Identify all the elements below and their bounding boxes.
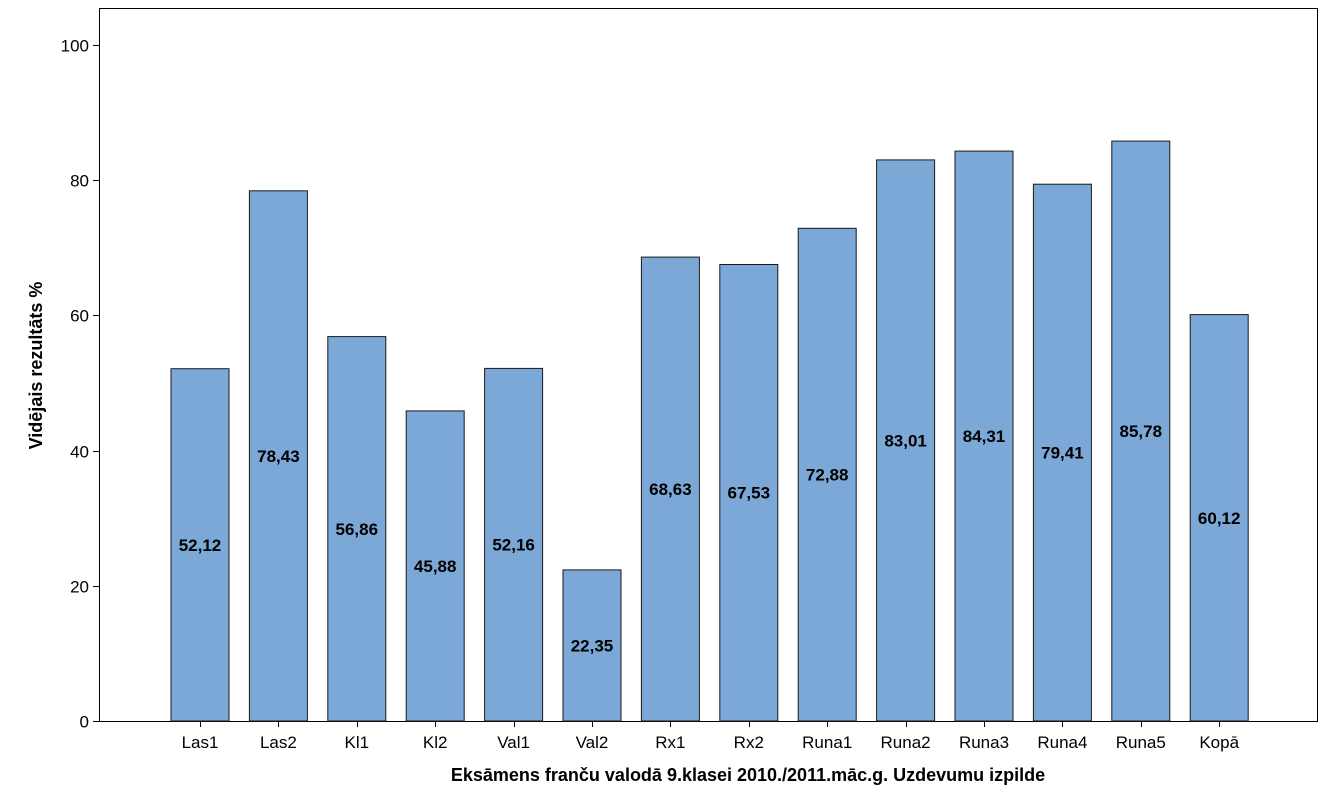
bar-value-label: 52,16 bbox=[492, 536, 535, 555]
y-axis: 0 20 40 60 80 100 bbox=[61, 37, 99, 732]
bar bbox=[797, 227, 857, 722]
bar bbox=[876, 159, 936, 722]
bar-value-label: 72,88 bbox=[806, 466, 849, 485]
x-tick-label: Rx1 bbox=[655, 733, 685, 752]
x-tick-label: Kl2 bbox=[423, 733, 448, 752]
x-tick-label: Runa3 bbox=[959, 733, 1009, 752]
x-tick-label: Runa2 bbox=[881, 733, 931, 752]
x-tick-label: Runa4 bbox=[1037, 733, 1087, 752]
bar bbox=[1111, 140, 1171, 722]
x-tick-label: Kopā bbox=[1199, 733, 1239, 752]
bar-value-label: 79,41 bbox=[1041, 444, 1084, 463]
x-axis-title: Eksāmens franču valodā 9.klasei 2010./20… bbox=[451, 765, 1045, 785]
x-tick-label: Val2 bbox=[576, 733, 609, 752]
y-tick-label: 80 bbox=[70, 172, 89, 191]
bar-value-label: 60,12 bbox=[1198, 509, 1241, 528]
bar-value-label: 78,43 bbox=[257, 447, 300, 466]
bars: 52,12 78,43 56,86 45,88 52,16 22,35 68,63 67,53… bbox=[170, 140, 1249, 722]
bar bbox=[327, 336, 387, 722]
x-tick-label: Runa5 bbox=[1116, 733, 1166, 752]
y-tick-label: 100 bbox=[61, 37, 89, 56]
x-tick-label: Kl1 bbox=[345, 733, 370, 752]
bar-value-label: 22,35 bbox=[571, 637, 614, 656]
bar bbox=[484, 367, 544, 722]
bar-value-label: 68,63 bbox=[649, 480, 692, 499]
x-tick-label: Las2 bbox=[260, 733, 297, 752]
bar bbox=[248, 190, 308, 722]
plot-frame bbox=[99, 8, 1318, 722]
x-axis: Las1 Las2 Kl1 Kl2 Val1 Val2 Rx1 Rx2 Runa1 Runa2 Ru… bbox=[182, 721, 1240, 752]
bar-value-label: 67,53 bbox=[728, 484, 771, 503]
bar bbox=[1032, 183, 1092, 722]
bar bbox=[1189, 314, 1249, 722]
x-tick-label: Runa1 bbox=[802, 733, 852, 752]
bar-value-label: 56,86 bbox=[336, 520, 379, 539]
bar bbox=[954, 150, 1014, 722]
x-tick-label: Las1 bbox=[182, 733, 219, 752]
bar bbox=[719, 264, 779, 722]
bar-value-label: 52,12 bbox=[179, 536, 222, 555]
y-tick-label: 0 bbox=[80, 713, 89, 732]
bar-value-label: 84,31 bbox=[963, 427, 1006, 446]
x-tick-label: Rx2 bbox=[734, 733, 764, 752]
x-tick-label: Val1 bbox=[497, 733, 530, 752]
bar bbox=[562, 569, 622, 722]
bar-value-label: 83,01 bbox=[884, 431, 927, 450]
bar bbox=[170, 368, 230, 722]
bar-value-label: 45,88 bbox=[414, 557, 457, 576]
y-axis-title: Vidējais rezultāts % bbox=[26, 282, 46, 450]
bar-value-label: 85,78 bbox=[1120, 422, 1163, 441]
y-tick-label: 40 bbox=[70, 443, 89, 462]
bar bbox=[640, 256, 700, 722]
y-tick-label: 60 bbox=[70, 307, 89, 326]
y-tick-label: 20 bbox=[70, 578, 89, 597]
